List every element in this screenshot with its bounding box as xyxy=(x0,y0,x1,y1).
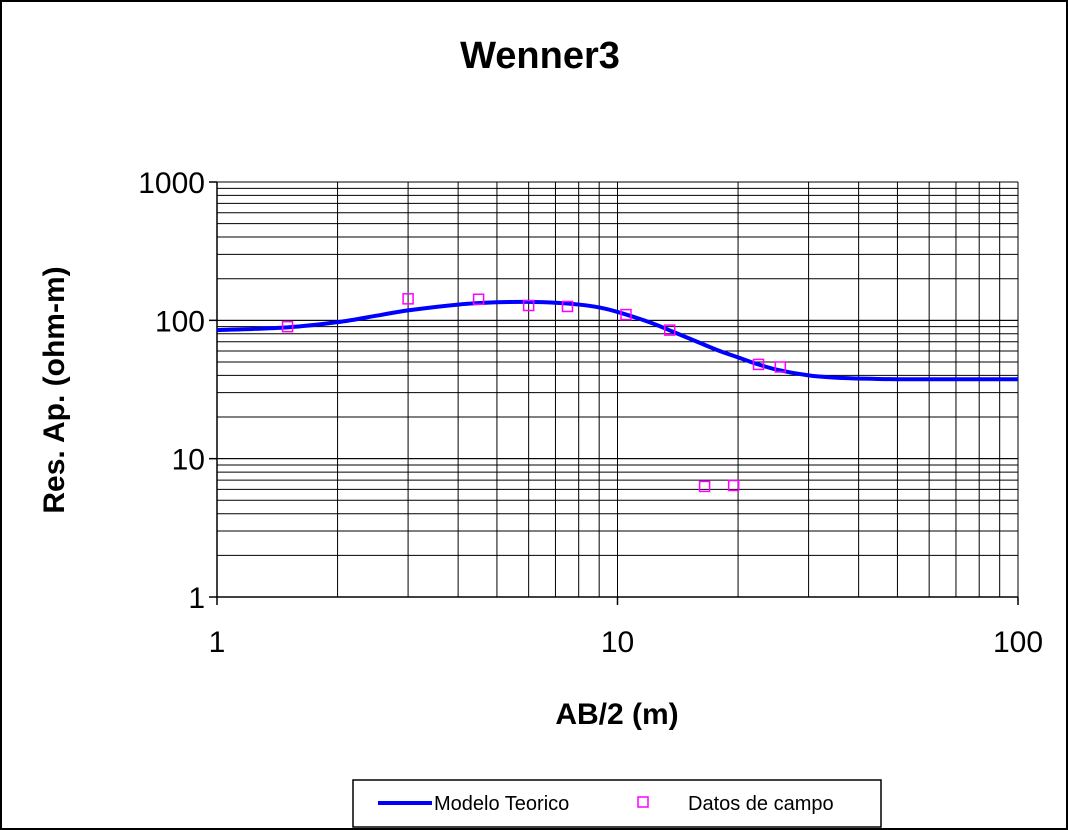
data-point-datos-de-campo xyxy=(472,293,485,306)
series-line-modelo-teorico xyxy=(216,299,1018,382)
x-tick-label: 1 xyxy=(209,626,226,659)
data-point-datos-de-campo xyxy=(774,361,787,373)
y-tick-label: 10 xyxy=(172,444,205,477)
legend-marker-swatch xyxy=(637,796,649,808)
data-point-datos-de-campo xyxy=(698,480,711,493)
y-tick-label: 100 xyxy=(155,305,205,338)
data-point-datos-de-campo xyxy=(727,479,740,492)
y-axis-label: Res. Ap. (ohm-m) xyxy=(38,266,71,513)
axes xyxy=(209,181,1019,605)
data-point-datos-de-campo xyxy=(522,299,535,312)
chart-title: Wenner3 xyxy=(460,35,620,77)
legend: Modelo Teorico Datos de campo xyxy=(352,779,882,828)
data-point-datos-de-campo xyxy=(561,300,574,313)
y-tick-label: 1 xyxy=(188,582,205,615)
legend-box xyxy=(352,779,882,828)
data-point-datos-de-campo xyxy=(663,324,676,336)
data-point-datos-de-campo xyxy=(620,308,632,321)
x-tick-label: 100 xyxy=(993,626,1043,659)
x-axis-label: AB/2 (m) xyxy=(555,698,678,731)
x-tick-label: 10 xyxy=(601,626,634,659)
legend-label-modelo: Modelo Teorico xyxy=(434,793,569,815)
grid-lines xyxy=(216,181,1019,598)
data-point-datos-de-campo xyxy=(281,320,294,333)
plot-area xyxy=(216,293,1018,493)
legend-label-datos: Datos de campo xyxy=(688,793,834,815)
tick-labels: 1 10 100 1000 1 10 100 xyxy=(138,167,1043,659)
y-tick-label: 1000 xyxy=(138,167,205,200)
data-point-datos-de-campo xyxy=(752,358,765,371)
data-point-datos-de-campo xyxy=(402,293,414,305)
